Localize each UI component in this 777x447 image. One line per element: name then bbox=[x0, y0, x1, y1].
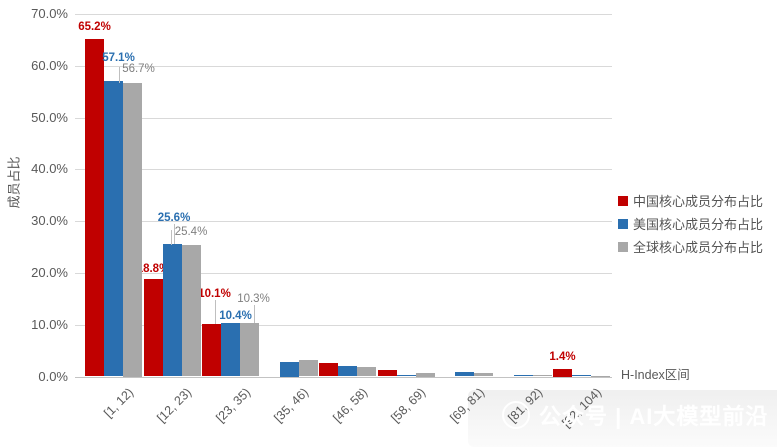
bar-global-4 bbox=[298, 359, 318, 377]
bar-china-3 bbox=[202, 324, 221, 377]
x-tick-label: [46, 58) bbox=[329, 385, 370, 426]
y-tick-label: 60.0% bbox=[31, 57, 68, 73]
bar-global-8 bbox=[532, 375, 552, 377]
gridline bbox=[75, 169, 612, 171]
x-axis-title: H-Index区间 bbox=[621, 368, 690, 382]
bar-china-5 bbox=[319, 363, 338, 377]
bar-value-label: 10.1% bbox=[198, 288, 231, 301]
legend-item: 中国核心成员分布占比 bbox=[618, 189, 763, 212]
gridline bbox=[75, 14, 612, 15]
legend-item: 全球核心成员分布占比 bbox=[618, 235, 763, 258]
bar-china-2 bbox=[143, 279, 163, 377]
bar-global-3 bbox=[240, 323, 259, 377]
bar-usa-9 bbox=[572, 375, 591, 377]
bar-usa-2 bbox=[162, 243, 182, 377]
gridline bbox=[75, 65, 612, 67]
legend-label: 中国核心成员分布占比 bbox=[633, 194, 764, 209]
x-tick-label: [12, 23) bbox=[154, 385, 195, 426]
legend-swatch-china bbox=[618, 195, 628, 206]
watermark: 公众号 | AI大模型前沿 bbox=[502, 399, 768, 431]
gridline bbox=[75, 117, 612, 119]
legend: 中国核心成员分布占比 美国核心成员分布占比 全球核心成员分布占比 bbox=[618, 189, 763, 258]
bar-value-label: 65.2% bbox=[78, 20, 111, 33]
bar-usa-4 bbox=[279, 362, 299, 377]
label-leader-line bbox=[214, 300, 216, 325]
legend-swatch-usa bbox=[618, 218, 628, 229]
bar-usa-5 bbox=[338, 366, 357, 377]
x-tick-label: [58, 69) bbox=[388, 385, 429, 426]
bar-value-label: 57.1% bbox=[102, 51, 135, 64]
label-leader-line bbox=[174, 223, 175, 244]
y-tick-label: 30.0% bbox=[31, 213, 68, 229]
bar-usa-1 bbox=[104, 80, 123, 377]
bar-global-6 bbox=[415, 372, 435, 377]
bar-value-label: 56.7% bbox=[122, 62, 155, 75]
gridline bbox=[75, 272, 612, 274]
legend-label: 美国核心成员分布占比 bbox=[633, 217, 764, 232]
bar-global-5 bbox=[357, 366, 376, 377]
legend-item: 美国核心成员分布占比 bbox=[618, 212, 763, 235]
legend-label: 全球核心成员分布占比 bbox=[633, 240, 764, 255]
bar-usa-3 bbox=[221, 322, 240, 377]
y-tick-label: 50.0% bbox=[31, 109, 68, 125]
y-tick-label: 70.0% bbox=[31, 6, 68, 21]
bar-value-label: 1.4% bbox=[549, 351, 576, 364]
bar-global-9 bbox=[591, 375, 610, 377]
bar-china-1 bbox=[85, 38, 104, 377]
gridline bbox=[75, 221, 612, 223]
bar-value-label: 25.6% bbox=[157, 211, 191, 224]
x-tick-label: [35, 46) bbox=[271, 385, 312, 426]
x-tick-label: [23, 35) bbox=[212, 385, 253, 426]
bar-value-label: 10.4% bbox=[219, 309, 252, 322]
x-axis-line bbox=[75, 376, 612, 378]
watermark-logo-icon bbox=[502, 401, 530, 429]
bar-usa-8 bbox=[513, 374, 533, 377]
y-axis-title: 成员占比 bbox=[6, 156, 22, 209]
bar-china-9 bbox=[553, 369, 572, 377]
y-tick-label: 0.0% bbox=[38, 368, 68, 384]
label-leader-line bbox=[171, 229, 172, 245]
label-leader-line bbox=[253, 305, 255, 324]
bar-value-label: 25.4% bbox=[174, 225, 208, 238]
bar-usa-6 bbox=[396, 375, 416, 377]
bar-usa-7 bbox=[455, 372, 474, 377]
bar-value-label: 18.8% bbox=[136, 263, 170, 276]
y-tick-label: 10.0% bbox=[31, 316, 68, 332]
legend-swatch-global bbox=[618, 241, 628, 252]
label-leader-line bbox=[118, 66, 120, 83]
bar-global-1 bbox=[123, 82, 142, 377]
x-tick-label: [1, 12) bbox=[100, 385, 136, 421]
bar-china-6 bbox=[377, 370, 397, 377]
gridline bbox=[75, 324, 612, 326]
bar-global-7 bbox=[474, 373, 493, 377]
y-tick-label: 40.0% bbox=[31, 161, 68, 177]
watermark-text: 公众号 | AI大模型前沿 bbox=[539, 404, 769, 429]
bar-value-label: 10.3% bbox=[237, 293, 270, 306]
y-tick-label: 20.0% bbox=[31, 264, 68, 280]
bar-global-2 bbox=[181, 244, 201, 377]
